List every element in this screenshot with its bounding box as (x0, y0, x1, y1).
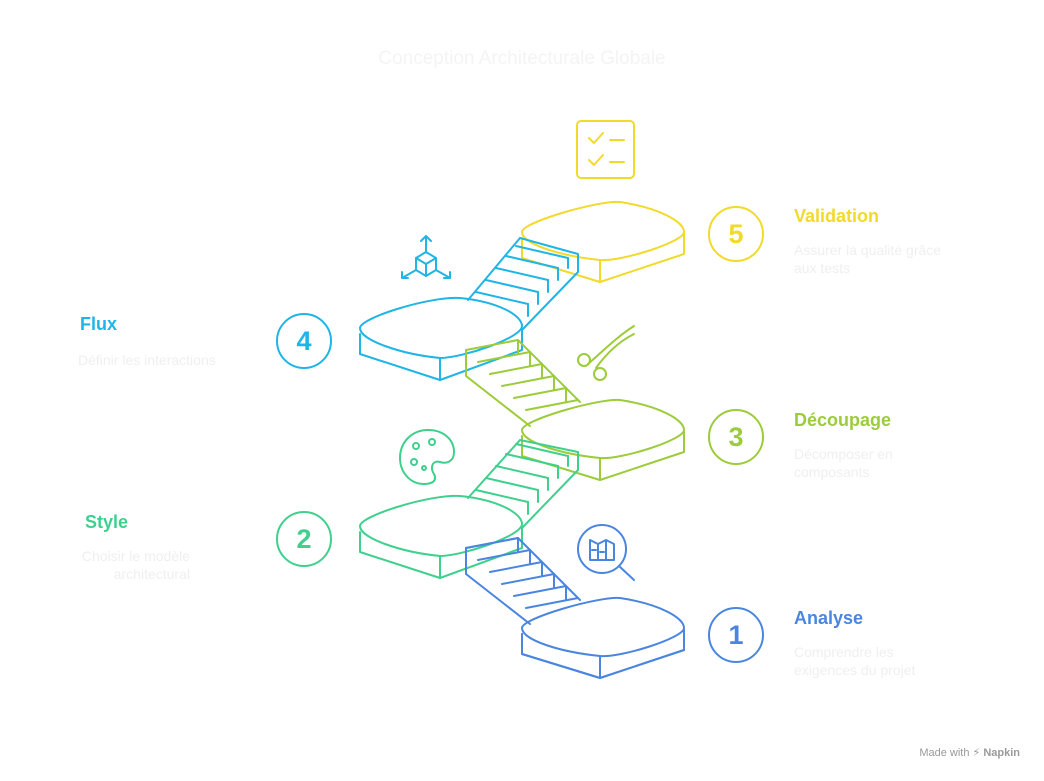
step-5-title: Validation (794, 206, 880, 226)
magnifier-blueprint-icon (577, 524, 635, 581)
step-4-description: Définir les interactions (78, 352, 216, 368)
step-5-number: 5 (708, 206, 764, 262)
step-4-title: Flux (80, 314, 118, 334)
step-3-number: 3 (708, 409, 764, 465)
stairs-1-2 (465, 537, 581, 625)
step-1-title: Analyse (794, 608, 864, 628)
step-2-number: 2 (276, 511, 332, 567)
napkin-logo-icon: ⚡ (972, 747, 981, 759)
stairs-3-4 (465, 339, 581, 427)
step-3-description: Décomposer en composants (794, 446, 893, 480)
step-3-title: Découpage (794, 410, 892, 430)
cube-axes-icon (401, 235, 451, 279)
diagram-title: Conception Architecturale Globale (378, 48, 666, 69)
step-5-description: Assurer la qualité grâce aux tests (794, 242, 942, 276)
platform-3 (521, 398, 685, 481)
footer-credit: Made with ⚡ Napkin (919, 746, 1020, 759)
step-1-number: 1 (708, 607, 764, 663)
step-2-description: Choisir le modèle architectural (81, 548, 190, 582)
palette-icon (399, 429, 455, 485)
checklist-icon (576, 120, 635, 179)
stairs-4-5 (467, 237, 579, 331)
brand-label: Napkin (983, 747, 1020, 759)
scissors-icon (577, 325, 635, 381)
step-2-title: Style (85, 512, 129, 532)
step-4-number: 4 (276, 313, 332, 369)
platform-1 (521, 596, 685, 679)
step-1-description: Comprendre les exigences du projet (794, 644, 916, 678)
stairs-2-3 (467, 439, 579, 529)
platform-2 (359, 494, 523, 579)
platform-5 (521, 200, 685, 283)
platform-4 (359, 296, 523, 381)
made-with-label: Made with (919, 747, 970, 759)
